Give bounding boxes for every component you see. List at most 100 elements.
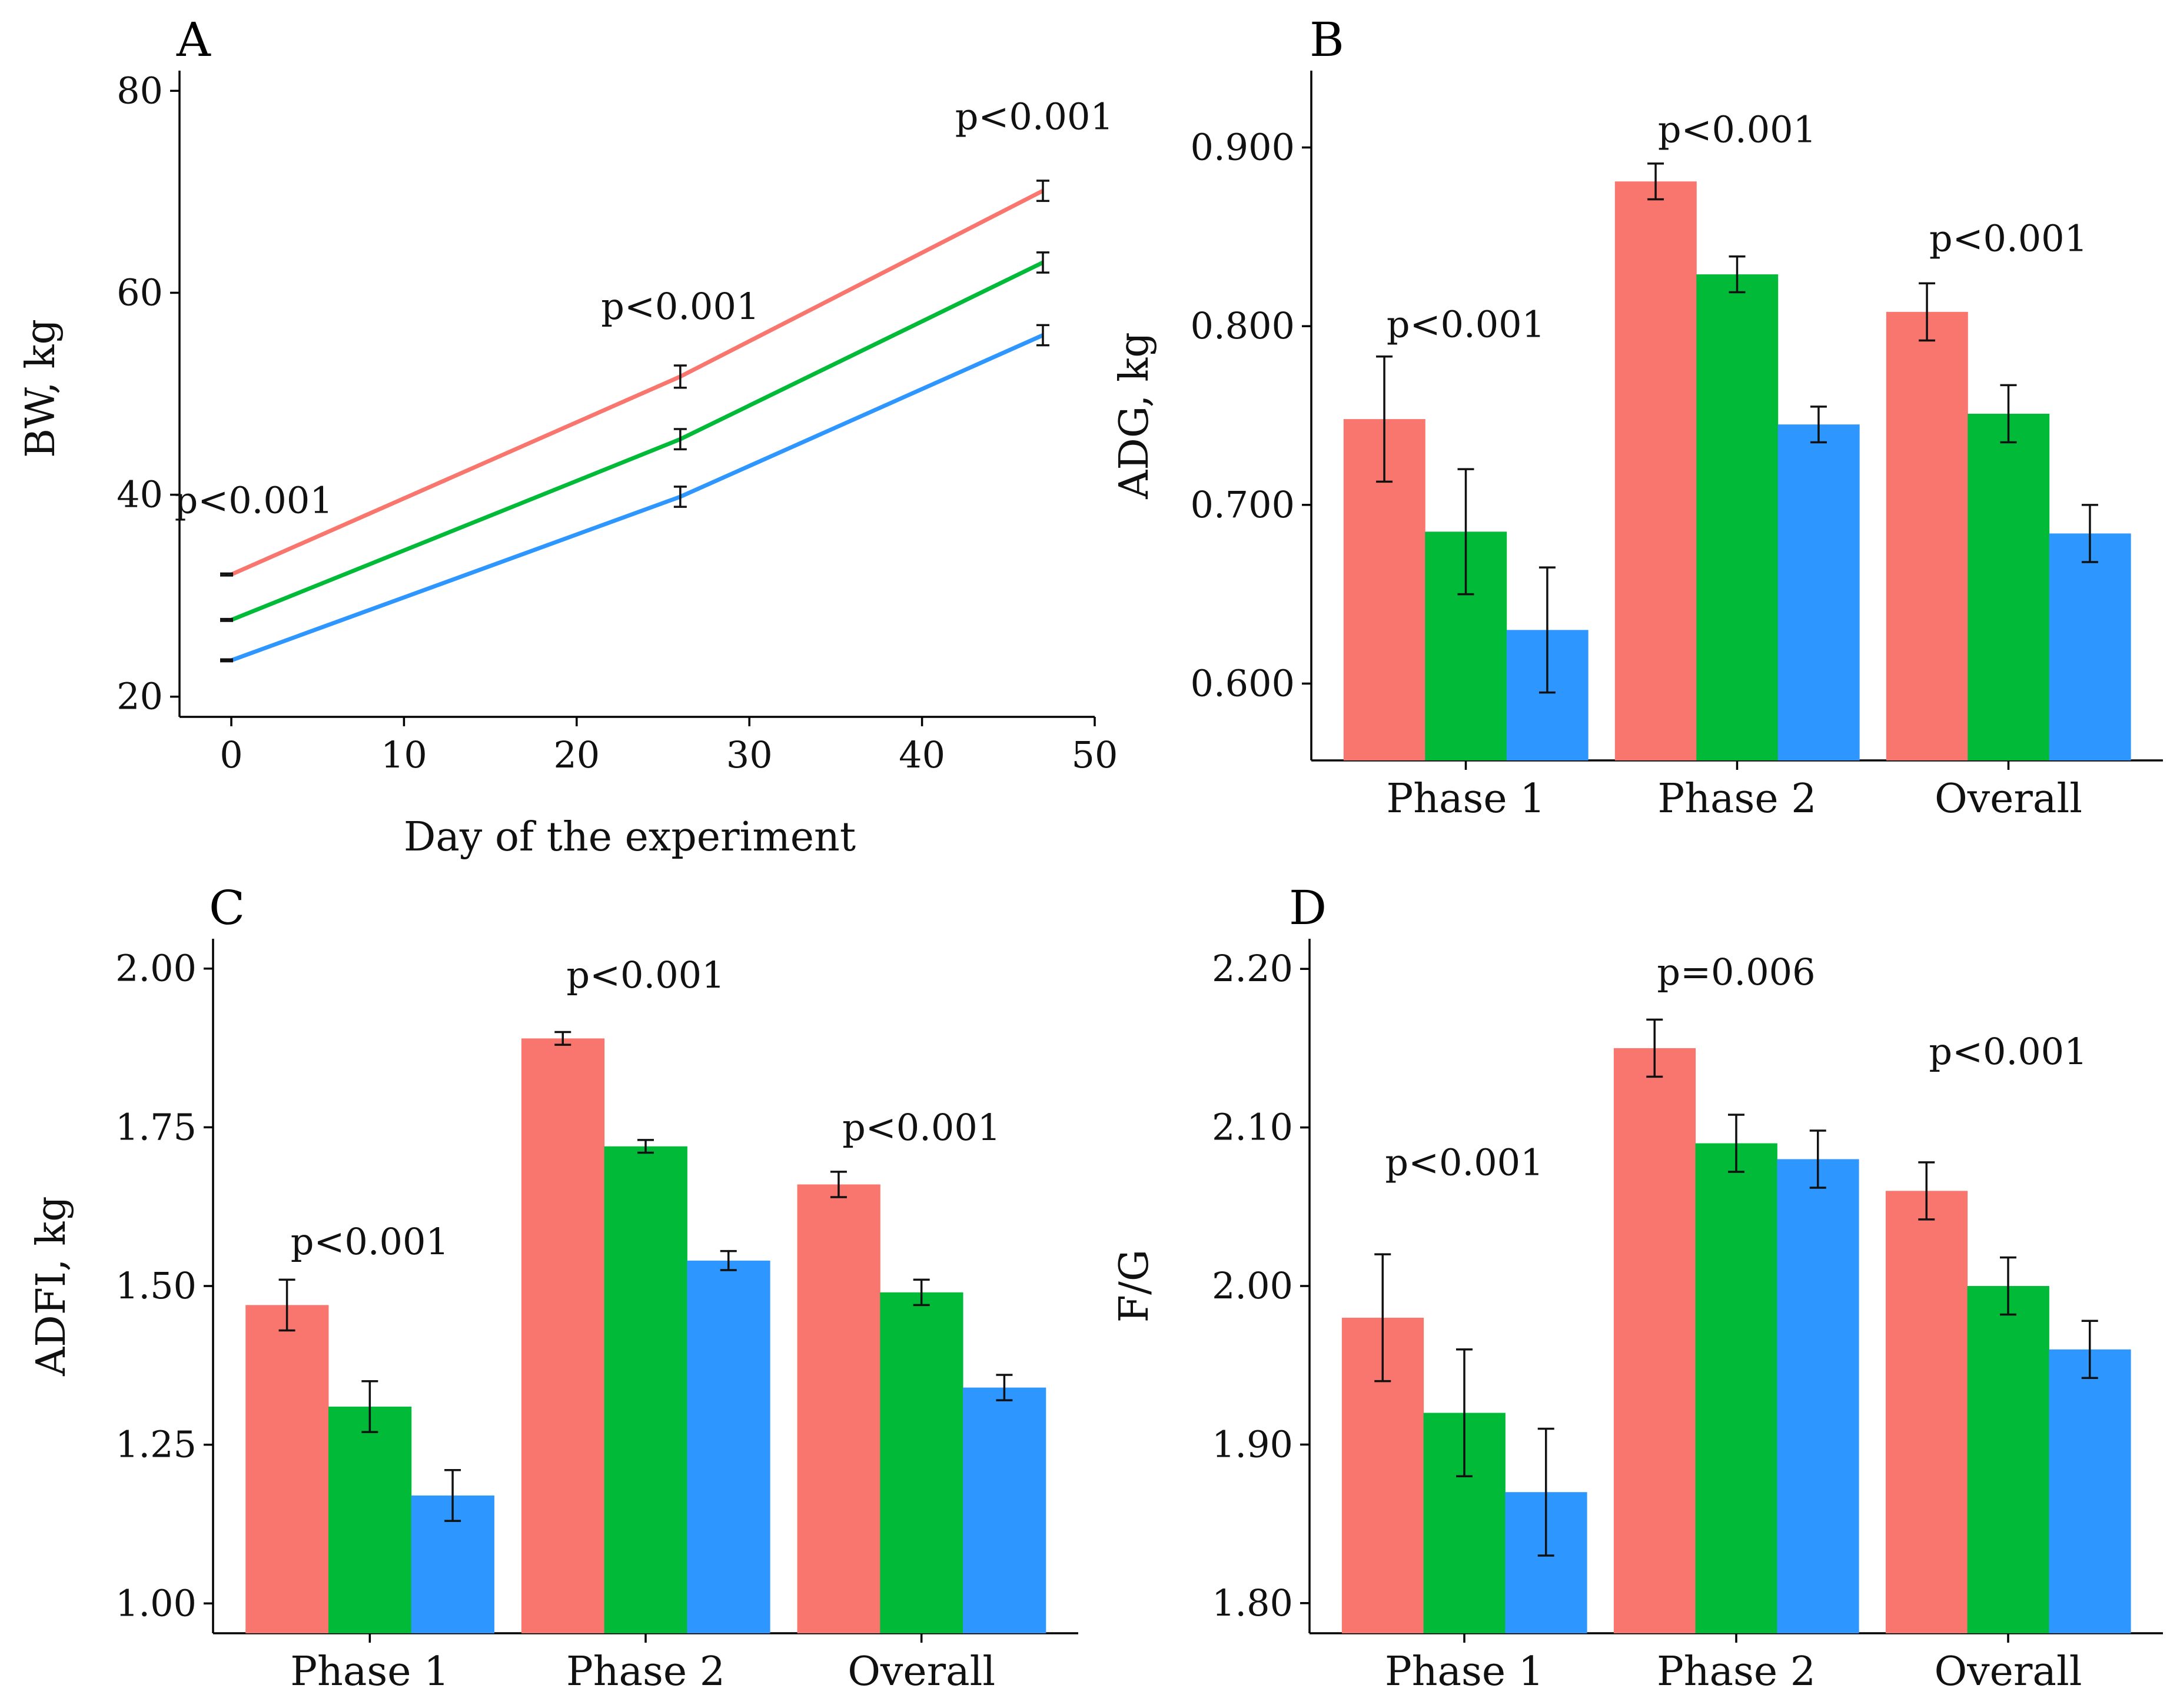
bar-blue-phase-2	[1777, 1159, 1859, 1633]
x-tick-label: Phase 2	[1657, 1649, 1816, 1695]
bar-blue-phase-2	[687, 1260, 770, 1633]
y-tick-label: 2.00	[115, 947, 197, 990]
error-bar-blue	[444, 1469, 461, 1522]
p-value-label: p<0.001	[955, 95, 1114, 138]
p-value-label: p<0.001	[175, 478, 333, 521]
error-bar-blue	[1810, 406, 1827, 444]
p-value-label: p<0.001	[291, 1220, 449, 1263]
y-tick-label: 1.90	[1212, 1423, 1293, 1466]
error-bar-red	[830, 1171, 847, 1198]
error-bar-red	[554, 1031, 571, 1046]
p-value-label: p<0.001	[1385, 1141, 1543, 1184]
y-axis-title: ADFI, kg	[28, 1196, 75, 1377]
bar-red-phase-1	[245, 1305, 329, 1633]
p-value-label: p<0.001	[1658, 108, 1816, 151]
y-axis-title: ADG, kg	[1111, 332, 1158, 500]
p-value-label: p<0.001	[566, 953, 725, 996]
error-bar-green	[673, 428, 687, 451]
y-tick-label: 1.80	[1212, 1581, 1293, 1624]
x-tick-label: 40	[899, 733, 945, 776]
p-value-label: p=0.006	[1657, 951, 1815, 993]
x-tick-label: 10	[381, 733, 427, 776]
bar-green-phase-2	[604, 1146, 687, 1633]
bar-red-phase-2	[1613, 1048, 1696, 1633]
error-bar-blue	[2081, 504, 2098, 563]
error-bar-red	[1646, 1018, 1663, 1078]
p-value-label: p<0.001	[842, 1106, 1001, 1149]
bar-green-phase-2	[1696, 274, 1779, 760]
y-tick-label: 1.75	[115, 1105, 197, 1148]
p-value-label: p<0.001	[1387, 303, 1545, 345]
y-tick-label: 20	[117, 675, 163, 718]
y-axis-title: BW, kg	[18, 319, 64, 458]
y-tick-label: 2.10	[1212, 1106, 1293, 1149]
error-bar-red	[278, 1278, 295, 1332]
error-bar-red	[1919, 282, 1936, 342]
error-bar-green	[1457, 468, 1474, 596]
y-tick-label: 0.900	[1191, 126, 1295, 169]
x-tick-label: 20	[553, 733, 600, 776]
error-bar-green	[2000, 384, 2017, 444]
error-bar-blue	[996, 1374, 1013, 1401]
x-axis-title: Day of the experiment	[404, 814, 856, 860]
error-bar-green	[1729, 255, 1746, 294]
panel-c: C 1.00 1.25 1.50 1.75 2.00 ADFI, kg Phase 1 Phas…	[28, 880, 1078, 1695]
p-value-label: p<0.001	[1929, 1030, 2087, 1073]
bar-blue-overall	[963, 1387, 1046, 1633]
series-line-blue	[230, 333, 1044, 663]
bar-blue-phase-2	[1777, 424, 1860, 760]
error-bar-red	[1374, 1253, 1391, 1383]
y-tick-label: 60	[117, 271, 163, 314]
y-tick-label: 1.25	[115, 1423, 197, 1466]
panel-d: D 1.80 1.90 2.00 2.10 2.20 F/G Phase 1 Phase 2 Ov…	[1111, 880, 2163, 1695]
bar-green-phase-1	[328, 1406, 412, 1633]
error-bar-red	[1376, 355, 1393, 483]
error-bar-blue	[1809, 1129, 1826, 1189]
error-bar-green	[361, 1380, 378, 1433]
p-value-label: p<0.001	[601, 285, 759, 328]
error-bar-blue	[1537, 1427, 1554, 1557]
x-tick-label: 50	[1072, 733, 1118, 776]
error-bar-blue	[673, 486, 687, 508]
x-tick-label: Phase 2	[1657, 776, 1816, 822]
panel-letter: D	[1289, 880, 1327, 935]
p-value-label: p<0.001	[1929, 217, 2088, 260]
y-tick-label: 0.700	[1191, 483, 1295, 526]
panel-letter: C	[209, 880, 245, 935]
bar-red-overall	[797, 1184, 880, 1633]
x-tick-label: Phase 1	[1386, 776, 1545, 822]
bar-blue-overall	[2049, 1349, 2131, 1633]
error-bar-blue	[1036, 324, 1049, 347]
x-tick-label: Phase 2	[566, 1649, 725, 1695]
error-bar-blue	[720, 1250, 737, 1271]
y-tick-label: 2.00	[1212, 1264, 1293, 1307]
bar-blue-overall	[2049, 533, 2131, 760]
panel-letter: B	[1310, 12, 1344, 67]
x-tick-label: 0	[220, 733, 242, 776]
error-bar-red	[673, 364, 687, 389]
panel-b: B 0.600 0.700 0.800 0.900 ADG, kg Phase 1 Phase…	[1111, 12, 2163, 822]
y-axis-title: F/G	[1111, 1250, 1158, 1322]
error-bar-red	[220, 572, 234, 577]
bar-red-overall	[1886, 311, 1968, 760]
series-line-red	[230, 189, 1044, 577]
y-tick-label: 0.600	[1191, 662, 1295, 705]
bar-red-phase-2	[1614, 181, 1697, 760]
bar-green-phase-2	[1695, 1143, 1777, 1633]
x-tick-label: Overall	[1935, 776, 2082, 822]
y-tick-label: 0.800	[1191, 304, 1295, 347]
x-tick-label: Phase 1	[290, 1649, 449, 1695]
error-bar-blue	[2081, 1320, 2098, 1380]
error-bar-green	[913, 1278, 930, 1307]
y-tick-label: 1.00	[115, 1581, 197, 1624]
error-bar-red	[1036, 180, 1049, 202]
bar-red-phase-2	[521, 1038, 605, 1633]
y-tick-label: 1.50	[115, 1264, 197, 1307]
error-bar-green	[2000, 1256, 2016, 1316]
error-bar-red	[1647, 162, 1664, 201]
bar-green-overall	[1968, 413, 2050, 760]
y-tick-label: 40	[117, 473, 163, 516]
x-tick-label: Phase 1	[1385, 1649, 1544, 1695]
error-bar-green	[1728, 1114, 1744, 1173]
